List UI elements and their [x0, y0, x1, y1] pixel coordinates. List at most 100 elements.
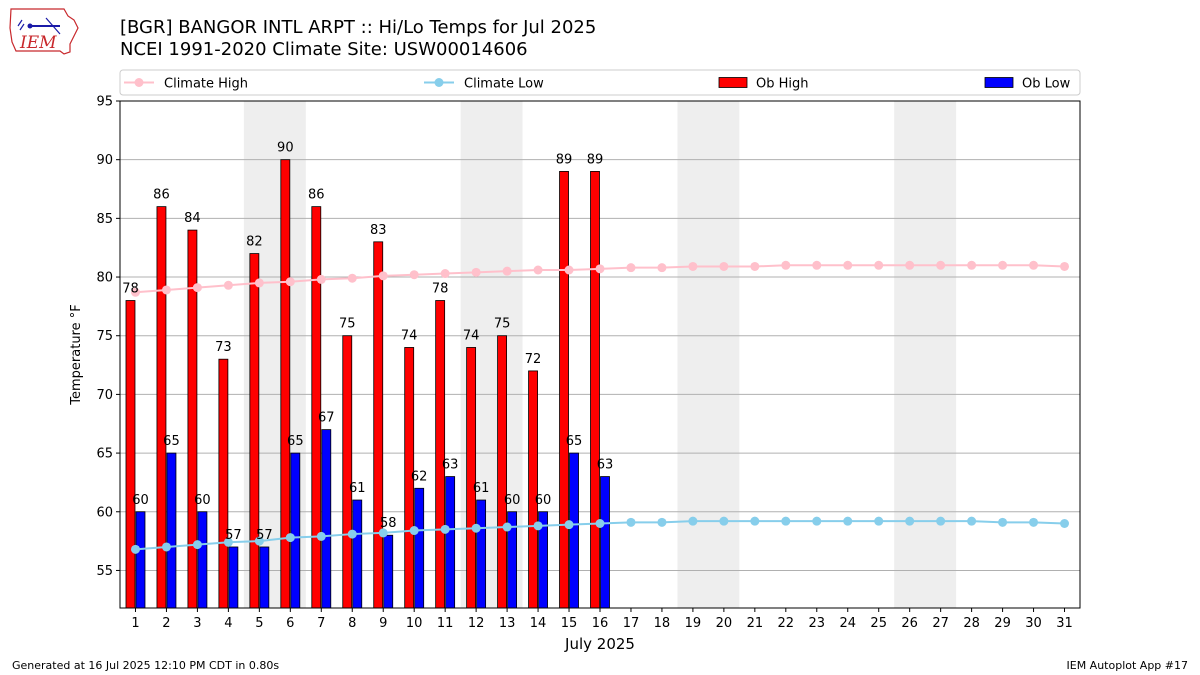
climate-high-point [998, 260, 1008, 270]
y-tick-label: 80 [96, 271, 113, 286]
x-tick-label: 24 [839, 616, 856, 631]
ob-low-label: 57 [225, 528, 242, 543]
x-tick-label: 5 [255, 616, 263, 631]
climate-high-point [750, 261, 760, 271]
climate-high-point [533, 265, 543, 275]
climate-low-point [657, 517, 667, 527]
climate-high-point [254, 278, 264, 288]
climate-low-point [905, 516, 915, 526]
climate-high-point [471, 267, 481, 277]
ob-high-bar [435, 300, 446, 609]
climate-high-point [688, 261, 698, 271]
x-tick-label: 8 [348, 616, 356, 631]
climate-low-point [688, 516, 698, 526]
climate-high-point [161, 285, 171, 295]
y-tick-label: 95 [96, 95, 113, 110]
x-tick-label: 13 [499, 616, 516, 631]
climate-low-point [781, 516, 791, 526]
y-tick-label: 75 [96, 329, 113, 344]
ob-low-bar [259, 546, 270, 609]
y-tick-label: 60 [96, 505, 113, 520]
chart-title: [BGR] BANGOR INTL ARPT :: Hi/Lo Temps fo… [120, 17, 597, 38]
weekend-shade [894, 101, 957, 608]
ob-high-label: 72 [525, 352, 542, 367]
x-tick-label: 17 [623, 616, 640, 631]
ob-high-bar [590, 171, 600, 609]
climate-high-point [130, 287, 140, 297]
climate-low-point [1060, 519, 1070, 528]
ob-high-bar [249, 253, 260, 609]
climate-low-point [843, 516, 853, 526]
x-tick-label: 7 [317, 616, 325, 631]
ob-high-label: 74 [401, 328, 418, 343]
climate-low-point [254, 536, 264, 546]
ob-high-label: 83 [370, 223, 387, 238]
ob-low-bar [569, 452, 579, 609]
ob-low-label: 63 [442, 458, 459, 473]
ob-high-bar [497, 335, 507, 609]
x-tick-label: 28 [963, 616, 980, 631]
ob-low-label: 62 [411, 469, 428, 484]
climate-high-point [843, 260, 853, 270]
generated-timestamp: Generated at 16 Jul 2025 12:10 PM CDT in… [12, 659, 280, 672]
ob-low-label: 65 [287, 434, 304, 449]
ob-high-bar [342, 335, 353, 609]
logo-text: IEM [19, 33, 57, 53]
iem-logo: IEM [9, 8, 79, 55]
iowa-outline-icon [9, 8, 79, 55]
climate-high-point [905, 260, 915, 270]
ob-high-label: 86 [153, 188, 170, 203]
x-tick-label: 26 [901, 616, 918, 631]
climate-low-point [1029, 517, 1039, 527]
climate-low-point [161, 542, 171, 552]
x-tick-label: 14 [530, 616, 547, 631]
climate-high-point [1060, 261, 1070, 271]
climate-low-point [719, 516, 729, 526]
climate-high-point [657, 263, 667, 273]
x-tick-label: 16 [592, 616, 609, 631]
climate-low-point [533, 521, 543, 531]
ob-low-label: 57 [256, 528, 273, 543]
climate-low-point [440, 524, 450, 534]
ob-high-label: 82 [246, 235, 263, 250]
ob-low-label: 60 [132, 493, 149, 508]
climate-high-point [874, 260, 884, 270]
ob-low-bar [321, 429, 332, 609]
legend-ob-low-label: Ob Low [1022, 77, 1071, 92]
x-tick-label: 12 [468, 616, 485, 631]
x-tick-label: 21 [747, 616, 764, 631]
y-tick-label: 70 [96, 388, 113, 403]
y-tick-label: 85 [96, 212, 113, 227]
climate-high-point [1029, 260, 1039, 270]
ob-high-bar [311, 206, 322, 609]
weekend-shade [677, 101, 740, 608]
ob-low-label: 60 [504, 493, 521, 508]
x-tick-label: 29 [994, 616, 1011, 631]
y-tick-label: 65 [96, 447, 113, 462]
ob-low-bar [290, 452, 301, 609]
legend-ob-high-swatch [718, 77, 748, 88]
x-tick-label: 22 [778, 616, 795, 631]
ob-low-label: 58 [380, 516, 397, 531]
climate-high-point [316, 274, 326, 284]
climate-low-point [812, 516, 822, 526]
climate-low-point [285, 533, 295, 543]
ob-high-label: 84 [184, 211, 201, 226]
climate-low-point [626, 517, 636, 527]
climate-high-point [812, 260, 822, 270]
legend-climate-high-marker [134, 78, 144, 87]
app-label: IEM Autoplot App #17 [1066, 659, 1189, 672]
x-tick-label: 19 [685, 616, 702, 631]
climate-high-point [285, 277, 295, 287]
x-tick-label: 23 [809, 616, 826, 631]
climate-low-point [471, 523, 481, 533]
ob-low-bar [600, 476, 610, 609]
climate-high-point [502, 266, 512, 276]
ob-low-bar [414, 487, 425, 609]
climate-high-point [564, 265, 574, 275]
x-tick-label: 27 [932, 616, 949, 631]
ob-low-bar [476, 499, 487, 609]
legend-climate-high-label: Climate High [164, 77, 248, 92]
climate-high-point [719, 261, 729, 271]
